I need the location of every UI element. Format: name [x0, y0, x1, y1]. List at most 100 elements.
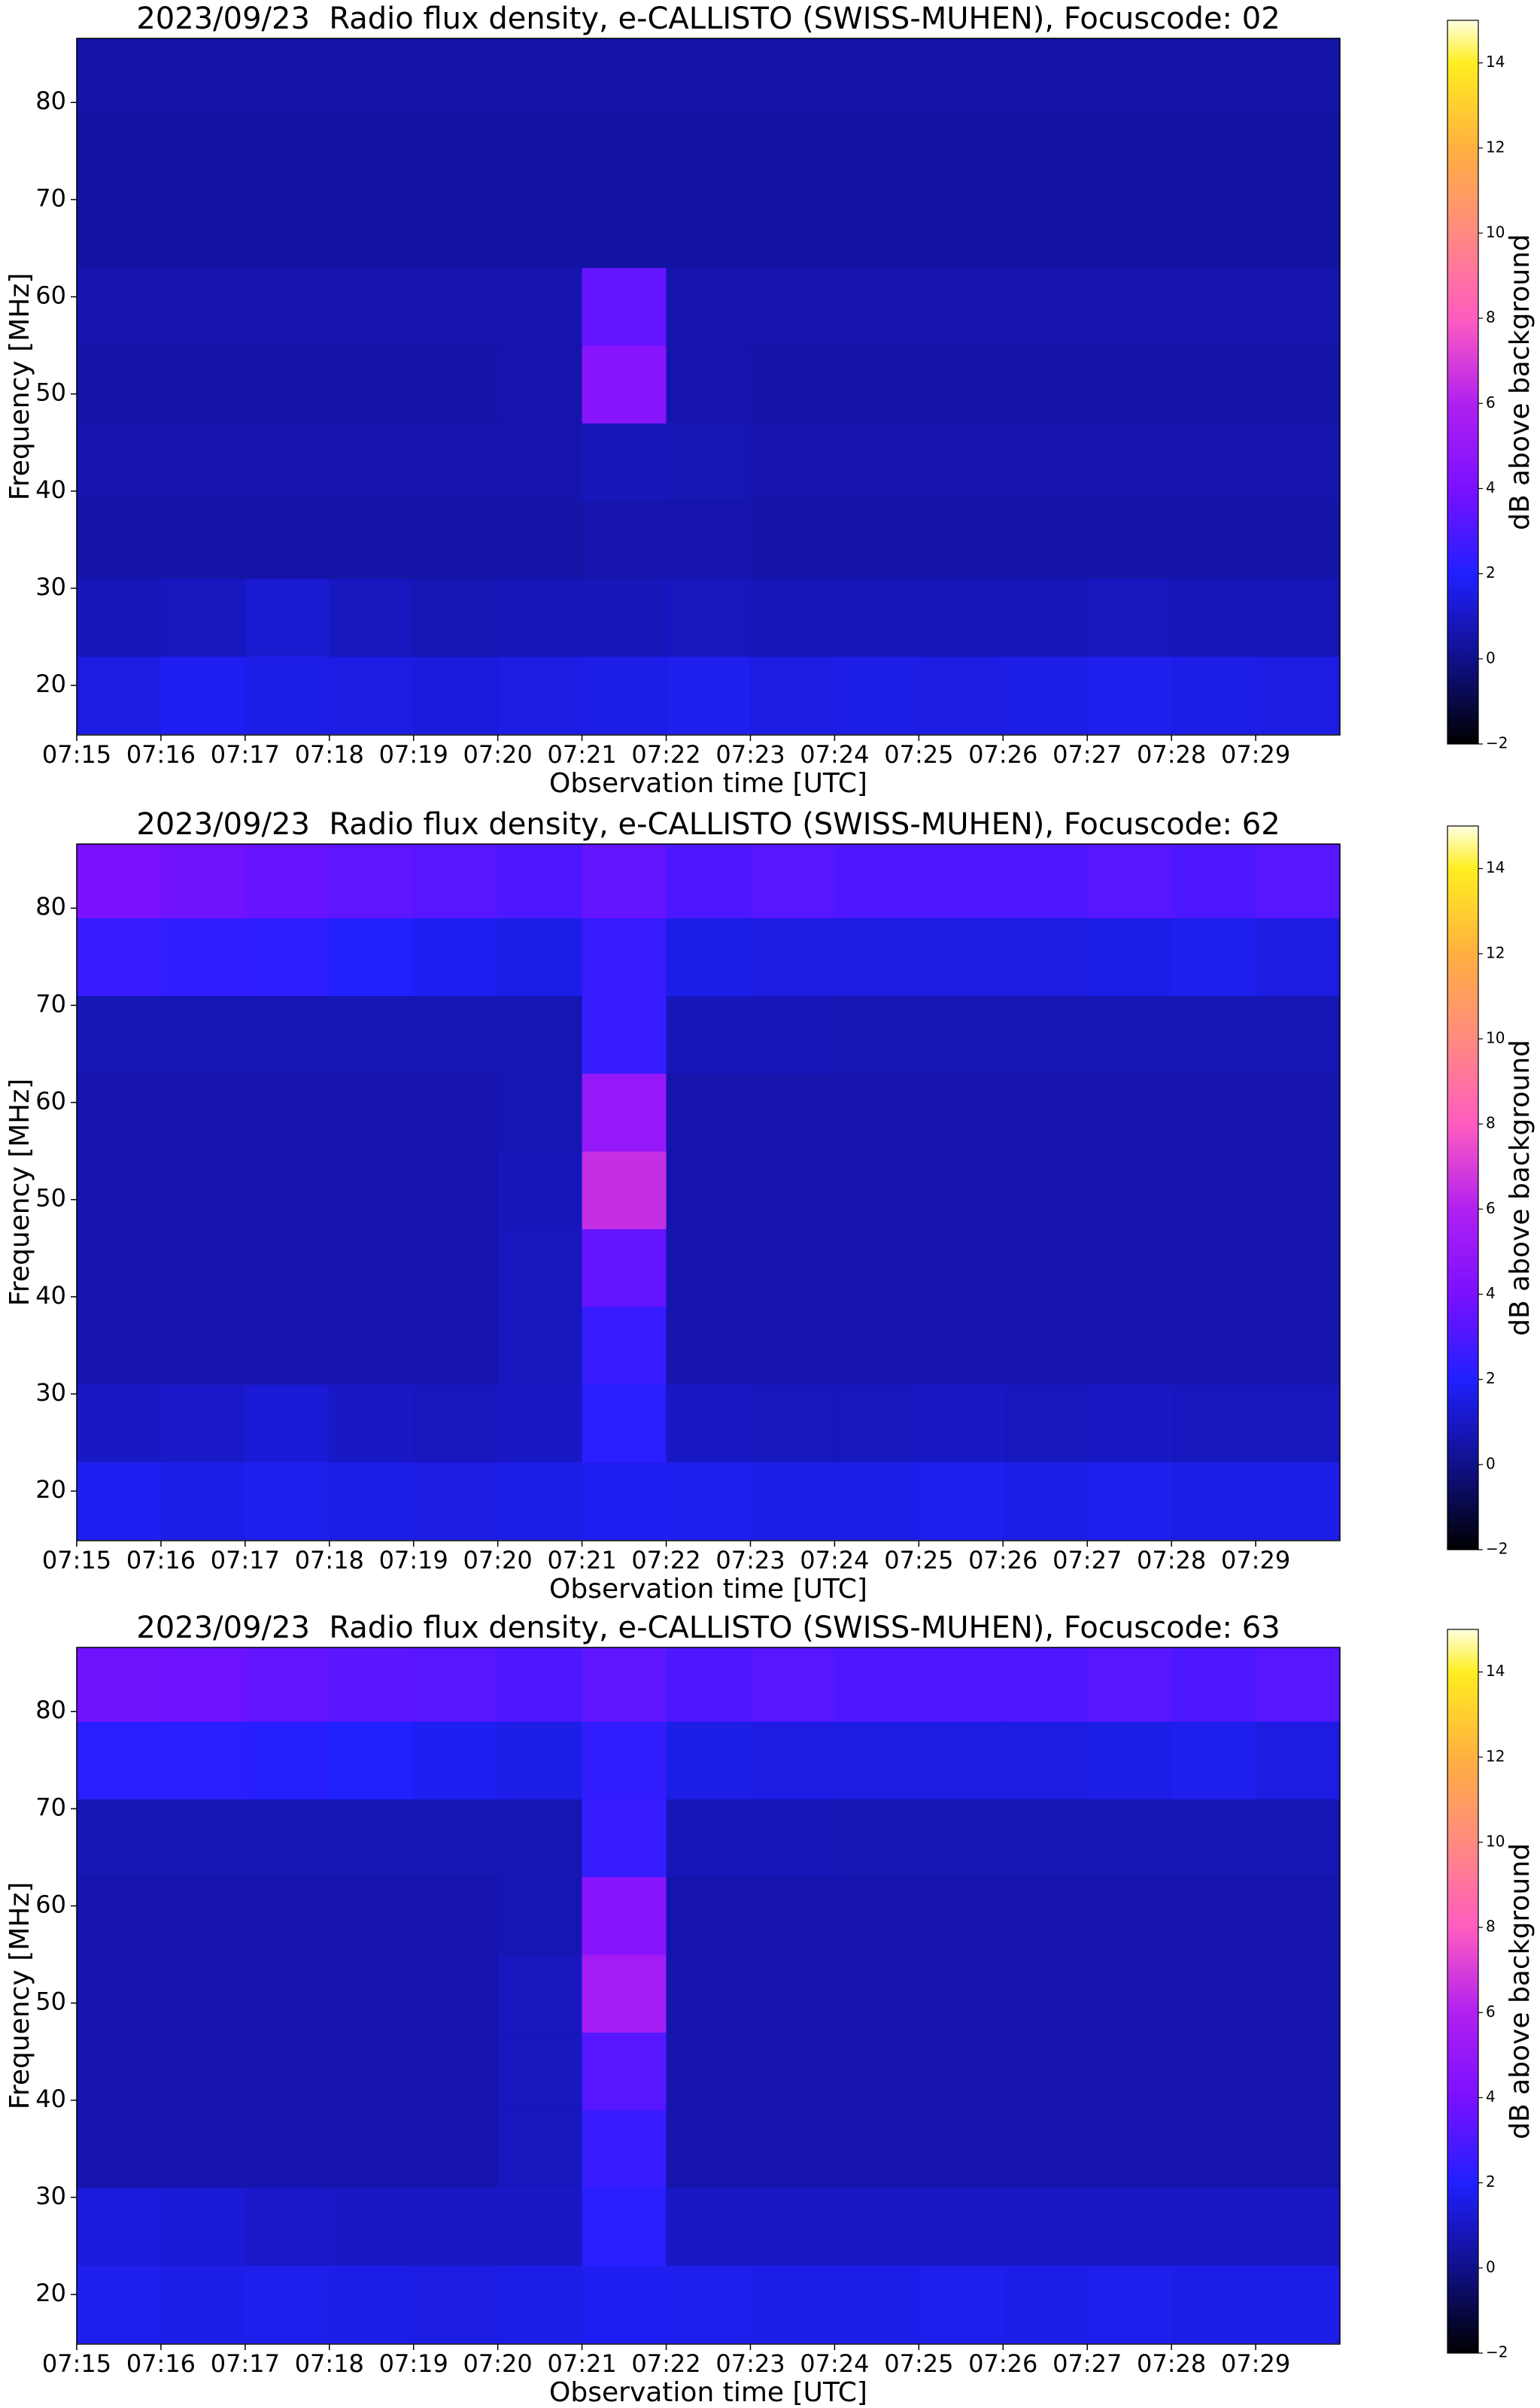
heatmap-cell [1003, 1799, 1088, 1878]
heatmap-cell [1087, 1073, 1172, 1152]
heatmap-cell [666, 112, 751, 190]
heatmap-cell [160, 423, 246, 502]
colorbar-tick-label: 2 [1486, 1369, 1496, 1387]
heatmap-cell [413, 578, 499, 657]
heatmap-cell [666, 918, 751, 996]
heatmap-cell [834, 1647, 919, 1722]
heatmap-cell [497, 1799, 583, 1878]
colorbar-tick-label: 0 [1486, 648, 1496, 667]
colorbar-segment [1447, 1124, 1478, 1210]
colorbar-segment [1447, 658, 1478, 745]
heatmap-cell [834, 844, 919, 919]
heatmap-cell [413, 345, 499, 424]
heatmap-cell [582, 1721, 667, 1799]
heatmap-cell [834, 423, 919, 502]
heatmap-cell [77, 844, 162, 919]
heatmap-cell [160, 1799, 246, 1878]
colorbar-segment [1447, 826, 1478, 870]
colorbar-segment [1447, 1629, 1478, 1673]
heatmap-cell [329, 345, 415, 424]
heatmap-cell [329, 1073, 415, 1152]
heatmap-cell [1171, 423, 1256, 502]
colorbar-segment [1447, 2267, 1478, 2354]
heatmap-cell [1087, 1228, 1172, 1307]
heatmap-cell [413, 2032, 499, 2111]
heatmap-cell [666, 578, 751, 657]
heatmap-cell [329, 578, 415, 657]
heatmap-cell [666, 656, 751, 735]
heatmap-cell [1171, 267, 1256, 346]
heatmap-cell [582, 2188, 667, 2266]
heatmap-cell [1087, 38, 1172, 113]
heatmap-cell [1087, 1306, 1172, 1385]
heatmap-cell [1171, 38, 1256, 113]
heatmap-cell [1003, 1647, 1088, 1722]
heatmap-cell [1171, 656, 1256, 735]
heatmap-cell [1256, 267, 1340, 346]
heatmap-cell [497, 1462, 583, 1541]
colorbar-segment [1447, 1209, 1478, 1295]
heatmap-cell [329, 995, 415, 1074]
x-tick-label: 07:23 [715, 1546, 785, 1574]
x-tick-label: 07:22 [631, 2349, 700, 2378]
heatmap-cell [160, 500, 246, 579]
heatmap-cell [497, 190, 583, 269]
heatmap-cell [413, 656, 499, 735]
heatmap-cell [329, 267, 415, 346]
heatmap-cell [1256, 2265, 1340, 2344]
heatmap-cell [245, 1384, 330, 1462]
heatmap-cell [582, 1073, 667, 1152]
heatmap-cell [582, 918, 667, 996]
heatmap-cell [1003, 500, 1088, 579]
heatmap-cell [1003, 190, 1088, 269]
heatmap-cell [1256, 190, 1340, 269]
heatmap-cell [666, 1306, 751, 1385]
heatmap-cell [834, 1228, 919, 1307]
heatmap-cell [497, 656, 583, 735]
heatmap-cell [666, 1073, 751, 1152]
heatmap-cell [413, 190, 499, 269]
heatmap-cell [919, 578, 1004, 657]
heatmap-cell [1256, 423, 1340, 502]
heatmap-cell [329, 1151, 415, 1229]
heatmap-cell [497, 1647, 583, 1722]
heatmap-cell [1171, 345, 1256, 424]
y-tick-label: 40 [35, 1281, 66, 1310]
heatmap-cell [1087, 2109, 1172, 2188]
heatmap-cell [1171, 1647, 1256, 1722]
x-tick-label: 07:24 [800, 1546, 869, 1574]
heatmap-cell [1003, 1462, 1088, 1541]
heatmap-cell [329, 1462, 415, 1541]
heatmap-cell [497, 423, 583, 502]
x-tick-label: 07:26 [968, 740, 1037, 769]
heatmap-cell [919, 1306, 1004, 1385]
heatmap-cell [1087, 918, 1172, 996]
y-tick-label: 40 [35, 2085, 66, 2113]
colorbar-segment [1447, 403, 1478, 489]
heatmap-cell [750, 1647, 835, 1722]
heatmap-cell [750, 112, 835, 190]
colorbar-tick-label: 10 [1486, 1832, 1505, 1850]
heatmap-cell [834, 2109, 919, 2188]
heatmap-cell [582, 844, 667, 919]
heatmap-cell [750, 2265, 835, 2344]
heatmap-cell [160, 345, 246, 424]
heatmap-cell [1171, 995, 1256, 1074]
colorbar-segment [1447, 147, 1478, 234]
heatmap-cell [1003, 2109, 1088, 2188]
heatmap-cell [1171, 1228, 1256, 1307]
heatmap-cell [582, 423, 667, 502]
heatmap-cell [160, 38, 246, 113]
heatmap [77, 38, 1340, 735]
heatmap-cell [834, 112, 919, 190]
heatmap-cell [1256, 578, 1340, 657]
x-tick-label: 07:26 [968, 1546, 1037, 1574]
heatmap-cell [919, 844, 1004, 919]
heatmap-cell [919, 2109, 1004, 2188]
heatmap-cell [77, 423, 162, 502]
heatmap-cell [1256, 2109, 1340, 2188]
heatmap-cell [77, 190, 162, 269]
chart-title: 2023/09/23 Radio flux density, e-CALLIST… [136, 1611, 1280, 1645]
colorbar-segment [1447, 1927, 1478, 2013]
heatmap-cell [1171, 1721, 1256, 1799]
